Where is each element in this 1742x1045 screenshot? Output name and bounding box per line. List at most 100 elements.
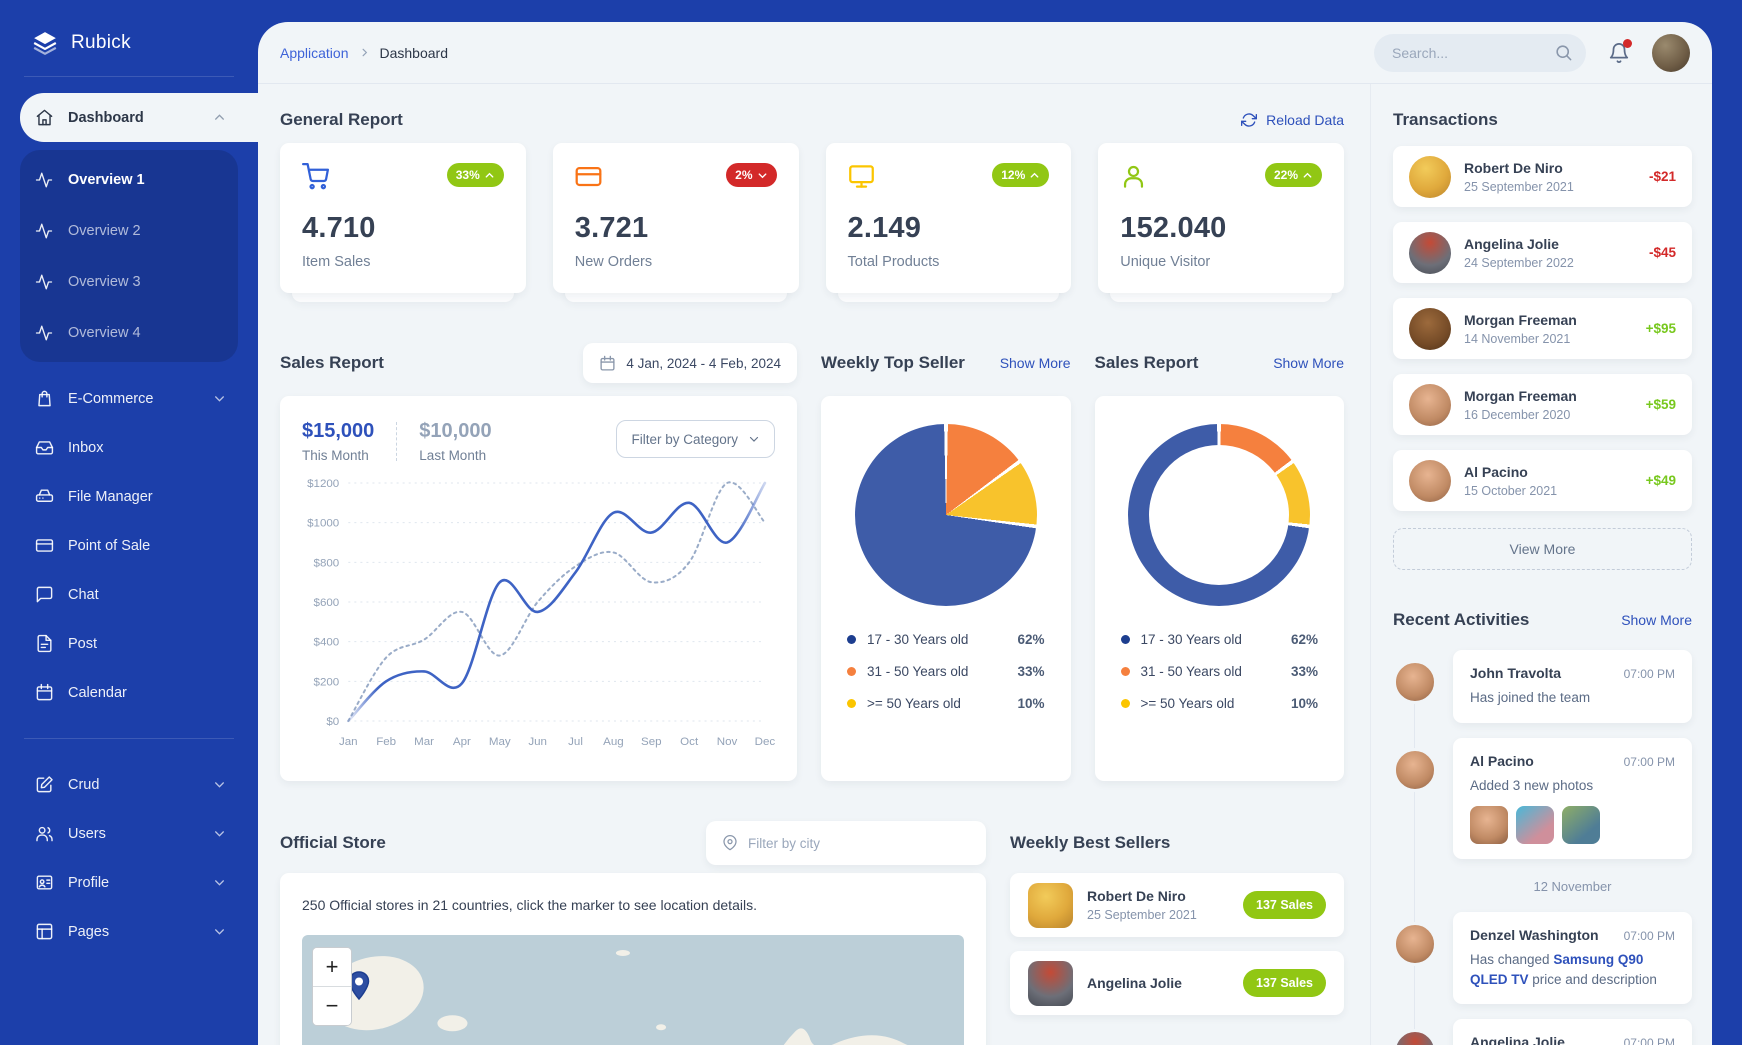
- topbar: Application Dashboard: [258, 22, 1712, 84]
- svg-text:Apr: Apr: [453, 736, 471, 748]
- notifications-button[interactable]: [1608, 38, 1632, 64]
- svg-text:Dec: Dec: [755, 736, 775, 748]
- sidebar-item-chat[interactable]: Chat: [20, 570, 238, 619]
- transaction-row[interactable]: Angelina Jolie 24 September 2022 -$45: [1393, 222, 1692, 283]
- transaction-row[interactable]: Morgan Freeman 14 November 2021 +$95: [1393, 298, 1692, 359]
- sidebar-item-inbox[interactable]: Inbox: [20, 423, 238, 472]
- sidebar-item-overview-2[interactable]: Overview 2: [20, 205, 238, 256]
- pie-legend: 17 - 30 Years old 62% 31 - 50 Years old …: [847, 632, 1045, 728]
- user-avatar[interactable]: [1652, 33, 1690, 72]
- photo-thumbnail[interactable]: [1470, 806, 1508, 845]
- user-icon: [1120, 163, 1147, 190]
- product-link[interactable]: Samsung Q90 QLED TV: [1470, 952, 1644, 987]
- stat-card-item-sales[interactable]: 33% 4.710 Item Sales: [280, 143, 526, 302]
- sidebar-item-file-manager[interactable]: File Manager: [20, 472, 238, 521]
- photo-thumbnail[interactable]: [1562, 806, 1600, 845]
- notification-badge: [1623, 38, 1632, 48]
- svg-text:Feb: Feb: [376, 736, 396, 748]
- main-column: General Report Reload Data 33%: [258, 84, 1370, 1045]
- map-pin-icon: [722, 835, 738, 851]
- activity-item[interactable]: John Travolta 07:00 PM Has joined the te…: [1393, 650, 1692, 723]
- sales-report-donut-header: Sales Report Show More: [1095, 343, 1345, 383]
- svg-text:Oct: Oct: [680, 736, 699, 748]
- map-landmass: [324, 950, 908, 1045]
- sidebar-item-label: Chat: [68, 586, 99, 603]
- sidebar-item-overview-1[interactable]: Overview 1: [20, 154, 238, 205]
- topbar-right: [1374, 33, 1690, 72]
- breadcrumb-separator-icon: [359, 47, 370, 58]
- sidebar-item-post[interactable]: Post: [20, 619, 238, 668]
- show-more-link[interactable]: Show More: [1273, 355, 1344, 371]
- sales-badge: 137 Sales: [1243, 969, 1326, 997]
- sidebar-item-ecommerce[interactable]: E-Commerce: [20, 374, 238, 423]
- transaction-row[interactable]: Morgan Freeman 16 December 2020 +$59: [1393, 374, 1692, 435]
- sales-report-header: Sales Report 4 Jan, 2024 - 4 Feb, 2024: [280, 343, 797, 383]
- file-text-icon: [34, 634, 54, 653]
- svg-text:$1200: $1200: [307, 478, 339, 490]
- avatar: [1393, 922, 1437, 967]
- legend-row: 17 - 30 Years old 62%: [847, 632, 1045, 647]
- sidebar-item-pages[interactable]: Pages: [20, 907, 238, 956]
- activities-timeline: John Travolta 07:00 PM Has joined the te…: [1393, 650, 1692, 1045]
- breadcrumb-application[interactable]: Application: [280, 44, 349, 61]
- monitor-icon: [848, 163, 875, 190]
- activity-item[interactable]: Al Pacino 07:00 PM Added 3 new photos: [1393, 737, 1692, 860]
- avatar: [1409, 383, 1451, 426]
- filter-by-category-select[interactable]: Filter by Category: [616, 420, 775, 458]
- stat-label: Unique Visitor: [1120, 254, 1211, 270]
- stat-card-new-orders[interactable]: 2% 3.721 New Orders: [552, 143, 799, 302]
- calendar-icon: [34, 683, 54, 702]
- transaction-amount: -$45: [1648, 245, 1676, 260]
- activity-photos: [1470, 806, 1675, 845]
- show-more-link[interactable]: Show More: [999, 355, 1071, 371]
- sidebar-item-users[interactable]: Users: [20, 809, 238, 858]
- show-more-link[interactable]: Show More: [1621, 612, 1692, 628]
- trend-badge: 2%: [726, 163, 777, 187]
- map-zoom-out-button[interactable]: −: [313, 987, 351, 1025]
- activity-item[interactable]: Denzel Washington 07:00 PM Has changed S…: [1393, 912, 1692, 1005]
- svg-text:May: May: [489, 736, 511, 748]
- reload-data-button[interactable]: Reload Data: [1241, 112, 1344, 128]
- sidebar-item-dashboard[interactable]: Dashboard: [20, 93, 258, 142]
- sidebar-item-calendar[interactable]: Calendar: [20, 668, 238, 717]
- edit-icon: [34, 775, 54, 794]
- search-input[interactable]: [1374, 33, 1586, 72]
- sales-report-card: $15,000 This Month $10,000 Last Month Fi…: [280, 396, 797, 781]
- view-more-button[interactable]: View More: [1393, 528, 1692, 570]
- store-map[interactable]: + −: [302, 935, 964, 1045]
- sidebar-item-crud[interactable]: Crud: [20, 760, 238, 809]
- sidebar-divider: [24, 76, 234, 77]
- seller-row[interactable]: Robert De Niro 25 September 2021 137 Sal…: [1010, 873, 1344, 937]
- section-title: Weekly Top Seller: [821, 353, 965, 372]
- shopping-bag-icon: [34, 389, 54, 408]
- chevron-up-icon: [1030, 172, 1039, 178]
- official-store-card: 250 Official stores in 21 countries, cli…: [280, 873, 986, 1045]
- search-icon[interactable]: [1554, 43, 1573, 62]
- date-range-picker[interactable]: 4 Jan, 2024 - 4 Feb, 2024: [583, 343, 797, 383]
- avatar: [1409, 231, 1451, 274]
- seller-row[interactable]: Angelina Jolie 137 Sales: [1010, 951, 1344, 1015]
- filter-by-city-input[interactable]: [748, 835, 970, 851]
- bell-icon: [1609, 42, 1629, 63]
- sidebar-item-profile[interactable]: Profile: [20, 858, 238, 907]
- sidebar-item-label: Overview 3: [68, 273, 141, 290]
- stat-card-total-products[interactable]: 12% 2.149 Total Products: [825, 143, 1072, 302]
- transaction-row[interactable]: Robert De Niro 25 September 2021 -$21: [1393, 146, 1692, 207]
- donut-legend: 17 - 30 Years old 62% 31 - 50 Years old …: [1120, 632, 1318, 728]
- sales-report-column: Sales Report 4 Jan, 2024 - 4 Feb, 2024 $…: [280, 343, 797, 781]
- chevron-down-icon: [758, 172, 766, 178]
- sidebar-section-divider: [24, 738, 234, 739]
- map-zoom-in-button[interactable]: +: [313, 948, 351, 986]
- sidebar-item-point-of-sale[interactable]: Point of Sale: [20, 521, 238, 570]
- sidebar-item-overview-4[interactable]: Overview 4: [20, 307, 238, 358]
- sidebar-item-overview-3[interactable]: Overview 3: [20, 256, 238, 307]
- trend-badge: 12%: [992, 163, 1050, 187]
- logo[interactable]: Rubick: [0, 0, 258, 76]
- activity-item[interactable]: Angelina Jolie 07:00 PM: [1393, 1019, 1692, 1045]
- stat-card-unique-visitor[interactable]: 22% 152.040 Unique Visitor: [1098, 143, 1344, 302]
- official-store-header: Official Store: [280, 821, 986, 865]
- transaction-row[interactable]: Al Pacino 15 October 2021 +$49: [1393, 450, 1692, 511]
- photo-thumbnail[interactable]: [1516, 806, 1554, 845]
- best-sellers-list: Robert De Niro 25 September 2021 137 Sal…: [1010, 873, 1344, 1015]
- sidebar-item-label: Inbox: [68, 439, 104, 456]
